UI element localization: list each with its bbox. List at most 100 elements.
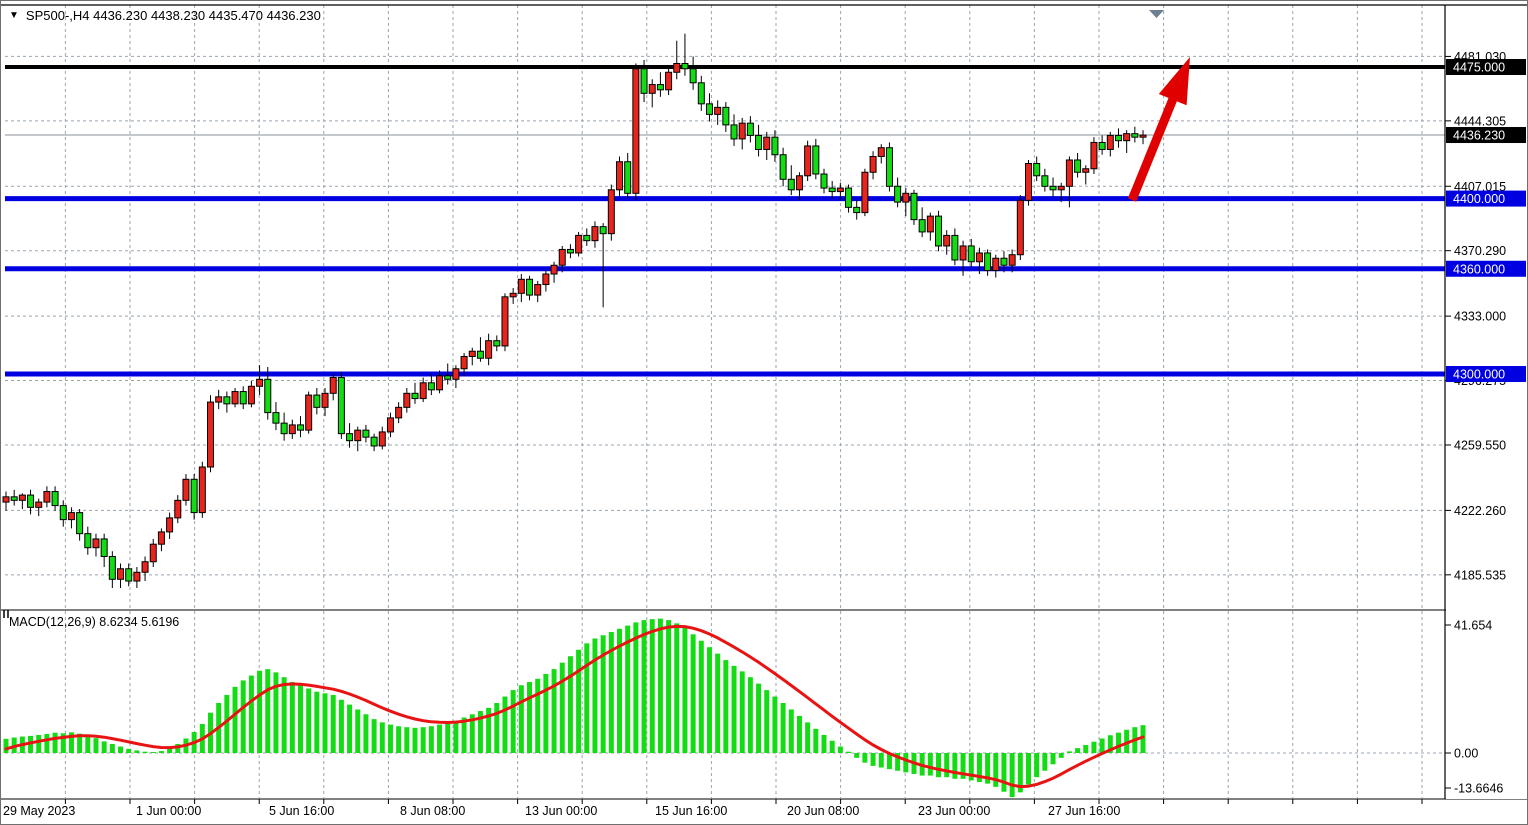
candle-bullish [975,252,983,263]
candle-bullish [763,136,771,150]
candle-bearish [640,68,648,94]
candle-bearish [624,161,632,194]
macd-histogram-bar [1026,753,1031,785]
price-badge [1446,366,1526,383]
candle-bearish [526,278,534,296]
macd-histogram-bar [805,722,811,753]
symbol-dropdown-icon[interactable]: ▼ [9,9,19,21]
price-badge-label: 4360.000 [1453,262,1505,276]
candle-bullish [1016,199,1024,256]
macd-histogram-bar [985,753,991,784]
candle-bullish [256,378,264,387]
candle-bullish [117,568,125,580]
macd-histogram-bar [1115,732,1121,753]
candle-bullish [534,284,542,296]
candle-bullish [673,62,681,73]
candle-bearish [370,436,378,447]
time-axis-label: 20 Jun 08:00 [787,804,859,818]
candle-bearish [894,185,902,203]
candle-bearish [108,555,116,580]
macd-histogram-bar [306,688,312,753]
macd-histogram-bar [1042,753,1048,771]
candle-bearish [27,494,35,508]
time-axis-label: 13 Jun 00:00 [525,804,597,818]
macd-histogram-bar [1017,753,1023,793]
macd-axis-label: 41.654 [1454,619,1492,633]
candle-bullish [607,189,615,235]
candle-bearish [820,173,828,189]
macd-histogram-bar [1124,729,1130,753]
candle-bearish [681,62,689,70]
macd-histogram-bar [347,704,353,753]
macd-histogram-bar [60,733,66,753]
candle-bullish [902,192,910,203]
price-badge [1446,59,1526,75]
macd-histogram-bar [314,691,320,753]
macd-histogram-bar [527,682,533,753]
macd-histogram-bar [649,619,655,753]
candle-bearish [51,491,59,507]
macd-histogram-bar [1001,753,1007,792]
candle-bearish [730,124,738,140]
candle-bearish [493,340,501,347]
candle-bullish [247,385,255,405]
macd-histogram-bar [224,694,230,753]
macd-histogram-bar [886,753,892,770]
macd-histogram-bar [796,715,802,753]
macd-histogram-bar [666,620,672,753]
candle-bearish [125,568,133,582]
macd-histogram-bar [674,623,680,753]
macd-histogram-bar [453,720,459,753]
candle-bearish [828,187,836,193]
price-tick-label: 4333.000 [1454,310,1506,324]
macd-histogram-bar [788,709,794,753]
price-badge [1446,260,1526,277]
price-badge-label: 4436.230 [1453,129,1505,143]
macd-signal-line [4,624,1145,789]
candle-bearish [705,103,713,115]
candle-bullish [141,561,149,573]
macd-histogram-bar [927,753,933,776]
macd-histogram-bar [396,726,402,753]
candle-bullish [2,496,10,503]
candle-bullish [395,406,403,419]
scroll-position-marker-icon[interactable] [1149,10,1164,18]
candle-bearish [853,206,861,214]
macd-histogram-bar [723,660,729,753]
macd-histogram-bar [387,724,393,753]
candle-bullish [836,187,844,193]
candle-bullish [943,234,951,247]
macd-histogram-bar [837,746,843,753]
macd-histogram-bar [584,643,590,753]
macd-histogram-bar [1091,741,1097,753]
macd-histogram-bar [240,680,246,753]
macd-histogram-bar [706,647,712,753]
candle-bullish [215,396,223,403]
candle-bullish [174,499,182,519]
candle-bullish [738,122,746,140]
trend-arrow-head[interactable] [1158,57,1190,106]
macd-histogram-bar [1075,748,1081,753]
time-axis-label: 23 Jun 00:00 [918,804,990,818]
candle-bullish [616,161,623,191]
candle-bearish [313,394,321,408]
macd-histogram-bar [379,722,385,753]
macd-histogram-bar [944,753,950,778]
candle-bearish [239,391,247,405]
macd-histogram-bar [813,728,819,753]
candle-bullish [795,175,803,191]
candle-bearish [411,392,419,400]
macd-histogram-bar [1034,753,1040,778]
macd-histogram-bar [976,753,982,783]
macd-histogram-bar [158,751,164,753]
time-axis-label: 5 Jun 16:00 [269,804,334,818]
candle-bullish [321,392,329,408]
macd-histogram-bar [592,638,598,753]
candle-bearish [599,226,607,235]
time-axis-label: 27 Jun 16:00 [1048,804,1120,818]
macd-histogram-bar [993,753,999,787]
candle-bearish [1041,175,1049,187]
macd-histogram-bar [265,669,271,753]
trend-arrow-shaft[interactable] [1127,90,1180,202]
